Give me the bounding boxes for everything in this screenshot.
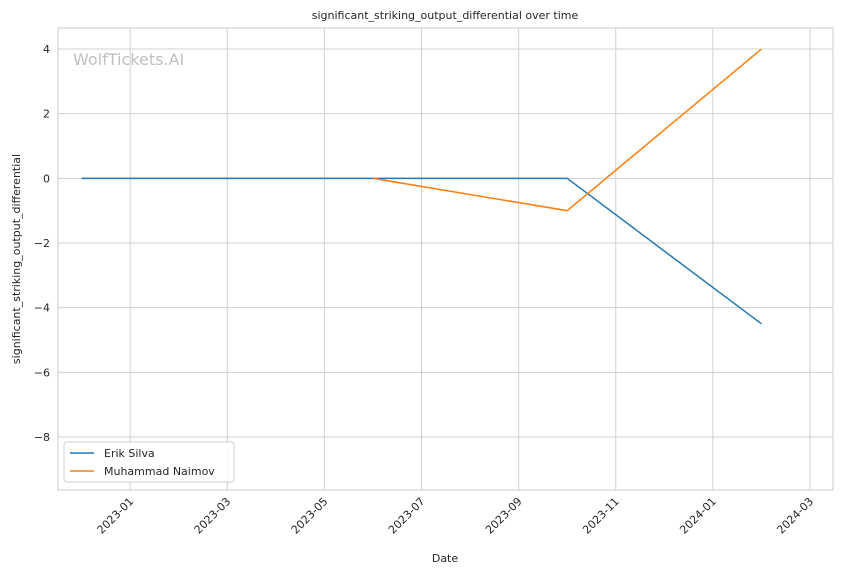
x-tick-label: 2023-03 <box>192 495 234 537</box>
x-axis-label: Date <box>432 552 459 565</box>
x-tick-label: 2023-07 <box>386 495 428 537</box>
chart-title: significant_striking_output_differential… <box>312 9 579 22</box>
y-tick-label: −4 <box>34 302 50 315</box>
y-tick-label: 0 <box>43 172 50 185</box>
y-tick-label: −2 <box>34 237 50 250</box>
x-tick-label: 2024-01 <box>677 495 719 537</box>
x-tick-label: 2023-01 <box>95 495 137 537</box>
x-tick-label: 2023-11 <box>580 495 622 537</box>
watermark: WolfTickets.AI <box>73 50 184 69</box>
plot-area <box>57 27 834 491</box>
y-tick-label: 4 <box>43 43 50 56</box>
line-series <box>372 48 762 212</box>
legend-box <box>63 441 235 483</box>
y-axis-label: significant_striking_output_differential <box>10 154 23 364</box>
line-series <box>81 177 762 325</box>
y-tick-label: 2 <box>43 108 50 121</box>
x-tick-label: 2023-09 <box>483 495 525 537</box>
y-tick-label: −8 <box>34 431 50 444</box>
x-tick-label: 2024-03 <box>774 495 816 537</box>
legend-label: Muhammad Naimov <box>104 465 215 478</box>
x-tick-label: 2023-05 <box>289 495 331 537</box>
legend-label: Erik Silva <box>104 447 155 460</box>
y-tick-label: −6 <box>34 366 50 379</box>
